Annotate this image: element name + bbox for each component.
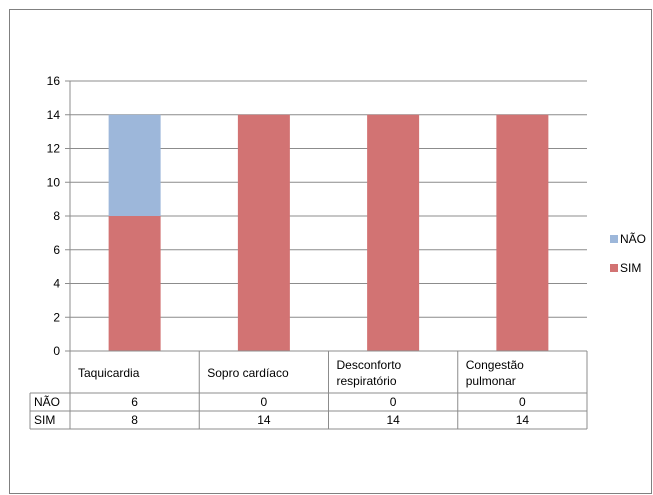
data-label: 14 (257, 413, 271, 427)
data-label: 0 (261, 395, 268, 409)
category-label: Taquicardia (78, 366, 140, 380)
data-label: 8 (131, 413, 138, 427)
y-tick-label: 14 (47, 108, 61, 122)
row-label-sim: SIM (34, 413, 55, 427)
bars (108, 114, 549, 351)
category-label: pulmonar (466, 374, 516, 388)
y-tick-label: 6 (53, 243, 60, 257)
y-tick-label: 16 (47, 74, 61, 88)
data-label: 14 (386, 413, 400, 427)
y-tick-label: 12 (47, 142, 61, 156)
data-label: 0 (390, 395, 397, 409)
legend-swatch-sim (610, 264, 618, 272)
y-tick-label: 8 (53, 209, 60, 223)
category-label: Desconforto (337, 358, 402, 372)
data-label: 0 (519, 395, 526, 409)
data-table: Taquicardia Sopro cardíaco Desconforto resp… (29, 350, 588, 430)
legend: NÃO SIM (610, 232, 646, 275)
legend-label-sim: SIM (620, 261, 641, 275)
legend-label-não: NÃO (620, 232, 646, 246)
bar-sim-1 (108, 216, 161, 351)
category-label: Congestão (466, 358, 524, 372)
y-tick-label: 4 (53, 277, 60, 291)
y-axis: 0 2 4 6 8 10 12 14 16 (47, 74, 71, 358)
y-tick-label: 10 (47, 175, 61, 189)
data-label: 14 (516, 413, 530, 427)
legend-swatch-não (610, 235, 618, 243)
row-label-não: NÃO (34, 395, 60, 409)
bar-sim-3 (367, 114, 420, 351)
bar-sim-4 (496, 114, 549, 351)
data-label: 6 (131, 395, 138, 409)
y-tick-label: 2 (53, 310, 60, 324)
bar-sim-2 (237, 114, 290, 351)
category-label: respiratório (337, 374, 397, 388)
category-label: Sopro cardíaco (207, 366, 289, 380)
bar-não-1 (108, 114, 161, 216)
y-tick-label: 0 (53, 344, 60, 358)
